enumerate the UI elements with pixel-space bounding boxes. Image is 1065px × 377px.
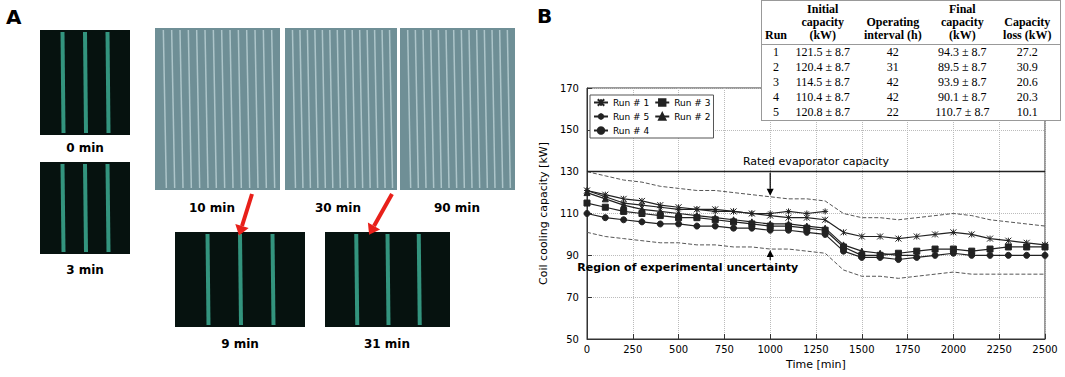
html-text:1: 1: [773, 45, 779, 59]
html-text:30.9: 30.9: [1016, 60, 1038, 74]
svg-text:70: 70: [566, 292, 579, 303]
svg-text:Rated evaporator capacity: Rated evaporator capacity: [743, 155, 890, 168]
html-text:22: 22: [886, 105, 899, 119]
html-text:Run: Run: [765, 28, 787, 42]
svg-text:110: 110: [560, 208, 579, 219]
svg-text:Run # 2: Run # 2: [674, 112, 710, 122]
svg-text:1000: 1000: [757, 344, 782, 355]
html-text:31: 31: [886, 60, 899, 74]
svg-text:9 min: 9 min: [221, 337, 259, 351]
svg-text:31 min: 31 min: [364, 337, 410, 351]
html-text:114.5 ± 8.7: 114.5 ± 8.7: [795, 75, 850, 89]
svg-text:2500: 2500: [1032, 344, 1057, 355]
svg-text:0: 0: [584, 344, 590, 355]
svg-text:Time [min]: Time [min]: [785, 358, 846, 371]
svg-text:750: 750: [715, 344, 734, 355]
svg-text:90: 90: [566, 250, 579, 261]
svg-text:0 min: 0 min: [66, 141, 104, 155]
html-text:27.2: 27.2: [1016, 45, 1038, 59]
svg-text:2000: 2000: [941, 344, 966, 355]
svg-text:130: 130: [560, 166, 579, 177]
svg-text:10 min: 10 min: [189, 201, 235, 215]
html-text:42: 42: [886, 45, 899, 59]
html-text:Final capacity (kW): Final capacity (kW): [941, 2, 984, 42]
html-text:Operating interval (h): Operating interval (h): [864, 15, 922, 42]
svg-text:Run # 5: Run # 5: [613, 112, 649, 122]
svg-text:1250: 1250: [803, 344, 828, 355]
html-text:B: B: [537, 4, 553, 28]
html-text:5: 5: [773, 105, 779, 119]
html-text:120.4 ± 8.7: 120.4 ± 8.7: [795, 60, 851, 74]
svg-text:170: 170: [560, 83, 579, 94]
svg-text:Run # 4: Run # 4: [613, 126, 650, 136]
html-text:121.5 ± 8.7: 121.5 ± 8.7: [795, 45, 851, 59]
svg-text:A: A: [6, 5, 22, 29]
svg-text:1750: 1750: [895, 344, 920, 355]
svg-text:Coil cooling capacity [kW]: Coil cooling capacity [kW]: [537, 142, 550, 285]
html-text:110.7 ± 8.7: 110.7 ± 8.7: [935, 105, 990, 119]
svg-text:2250: 2250: [986, 344, 1011, 355]
html-text:90.1 ± 8.7: 90.1 ± 8.7: [938, 90, 987, 104]
svg-text:1500: 1500: [849, 344, 874, 355]
html-text:94.3 ± 8.7: 94.3 ± 8.7: [938, 45, 987, 59]
svg-text:50: 50: [566, 334, 579, 345]
html-text:93.9 ± 8.7: 93.9 ± 8.7: [938, 75, 987, 89]
svg-text:150: 150: [560, 124, 579, 135]
html-text:42: 42: [886, 90, 899, 104]
html-text:10.1: 10.1: [1016, 105, 1038, 119]
html-text:110.4 ± 8.7: 110.4 ± 8.7: [795, 90, 850, 104]
html-text:89.5 ± 8.7: 89.5 ± 8.7: [938, 60, 987, 74]
html-text:Capacity loss (kW): Capacity loss (kW): [1003, 15, 1052, 42]
html-text:3: 3: [773, 75, 779, 89]
svg-text:30 min: 30 min: [315, 201, 361, 215]
svg-text:90 min: 90 min: [434, 201, 480, 215]
html-text:20.3: 20.3: [1016, 90, 1038, 104]
svg-text:500: 500: [669, 344, 688, 355]
svg-text:250: 250: [623, 344, 642, 355]
html-text:Initial capacity (kW): Initial capacity (kW): [801, 2, 845, 42]
html-text:42: 42: [886, 75, 899, 89]
svg-text:3 min: 3 min: [66, 263, 104, 277]
svg-text:Region of experimental uncerta: Region of experimental uncertainty: [577, 261, 798, 274]
html-text:4: 4: [773, 90, 779, 104]
html-text:2: 2: [773, 60, 779, 74]
svg-text:Run # 1: Run # 1: [613, 98, 649, 108]
html-text:20.6: 20.6: [1016, 75, 1038, 89]
svg-text:Run # 3: Run # 3: [674, 98, 710, 108]
html-text:120.8 ± 8.7: 120.8 ± 8.7: [795, 105, 851, 119]
